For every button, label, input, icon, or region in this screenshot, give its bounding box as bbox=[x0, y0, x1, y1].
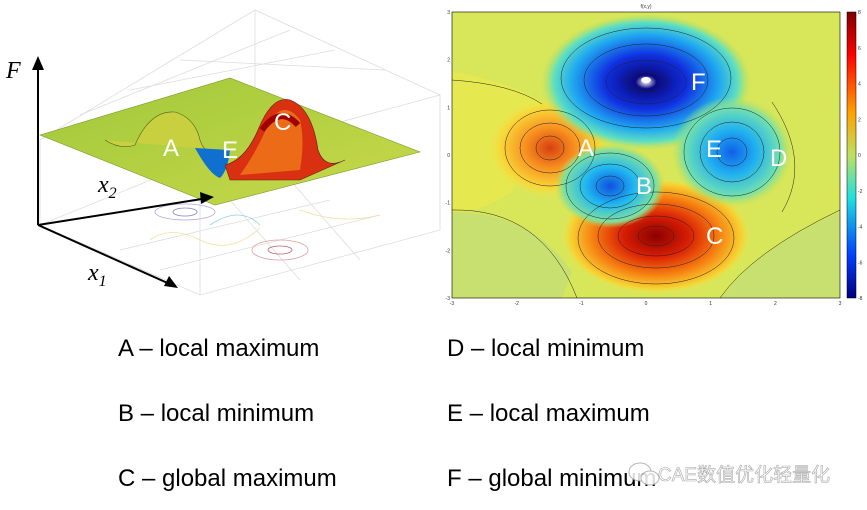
x-tick-label: -3 bbox=[450, 301, 455, 307]
x-tick-label: -1 bbox=[579, 301, 584, 307]
grid bbox=[119, 179, 381, 281]
legend-item: E – local maximum bbox=[447, 400, 650, 427]
y-tick-label: 1 bbox=[447, 105, 450, 111]
colorbar-tick-label: 8 bbox=[858, 10, 861, 16]
y-tick-label: -3 bbox=[446, 296, 451, 302]
x-tick-label: 1 bbox=[709, 301, 712, 307]
legend-item: F – global minimum bbox=[447, 465, 656, 492]
projected-contour bbox=[154, 203, 216, 221]
axis-label: F bbox=[5, 58, 21, 84]
arrow bbox=[32, 56, 44, 70]
colorbar-tick-label: -4 bbox=[858, 225, 863, 231]
legend-item: A – local maximum bbox=[118, 335, 319, 362]
field-region bbox=[452, 212, 572, 298]
point-label: A bbox=[163, 135, 179, 162]
contour-lines bbox=[452, 27, 840, 298]
axis-label-sub: 1 bbox=[99, 273, 107, 290]
contour-title: f(x,y) bbox=[640, 4, 651, 10]
min-marker bbox=[641, 77, 651, 83]
peak-c-top bbox=[259, 113, 301, 132]
y-tick-label: 0 bbox=[447, 153, 450, 159]
x-axis bbox=[37, 224, 173, 286]
colorbar-tick-label: -8 bbox=[858, 296, 863, 302]
projected-contour bbox=[149, 209, 381, 246]
blob-e bbox=[672, 97, 792, 207]
arrow bbox=[200, 192, 214, 204]
colorbar-tick-label: 6 bbox=[858, 46, 861, 52]
point-label: A bbox=[578, 135, 594, 162]
point-label: E bbox=[706, 136, 722, 163]
legend-item: D – local minimum bbox=[447, 335, 644, 362]
colorbar-tick-label: 2 bbox=[858, 117, 861, 123]
contour-frame bbox=[451, 11, 841, 299]
surface-plane bbox=[39, 77, 421, 206]
colorbar-tick-label: -6 bbox=[858, 260, 863, 266]
point-label: C bbox=[706, 223, 723, 250]
y-axis bbox=[37, 197, 209, 226]
axis-label-base: x bbox=[97, 172, 109, 198]
point-label: E bbox=[222, 137, 238, 164]
surface bbox=[39, 77, 421, 206]
projected-contour bbox=[172, 207, 198, 217]
watermark: CAE数值优化轻量化 bbox=[628, 462, 830, 486]
projected-contour bbox=[251, 239, 309, 261]
peak-c-shade bbox=[240, 110, 303, 175]
colorbar-tick-label: -2 bbox=[858, 189, 863, 195]
field-region bbox=[722, 212, 840, 298]
projected-contour bbox=[209, 214, 261, 226]
x-tick-label: -2 bbox=[514, 301, 519, 307]
y-tick-label: 2 bbox=[447, 58, 450, 64]
watermark-icon bbox=[640, 470, 660, 486]
well-b bbox=[195, 148, 230, 178]
point-label: F bbox=[691, 69, 706, 96]
colorbar-tick-label: 4 bbox=[858, 82, 861, 88]
y-tick-label: -2 bbox=[446, 248, 451, 254]
legend-item: B – local minimum bbox=[118, 400, 314, 427]
axis-label-sub: 2 bbox=[109, 185, 117, 202]
projected-contour bbox=[267, 245, 293, 255]
colorbar-tick-label: 0 bbox=[858, 153, 861, 159]
peak-a bbox=[104, 111, 216, 152]
point-label: D bbox=[770, 145, 787, 172]
contour-area bbox=[452, 12, 840, 298]
watermark-text: CAE数值优化轻量化 bbox=[658, 464, 830, 486]
y-tick-label: -1 bbox=[446, 201, 451, 207]
x-tick-label: 0 bbox=[645, 301, 648, 307]
point-label: C bbox=[274, 109, 291, 136]
axes-3d bbox=[32, 56, 214, 288]
legend-item: C – global maximum bbox=[118, 465, 337, 492]
x-tick-label: 3 bbox=[839, 301, 842, 307]
axis-label: x2 bbox=[97, 172, 117, 202]
y-tick-label: 3 bbox=[447, 10, 450, 16]
axis-label-base: x bbox=[87, 260, 99, 286]
blob-b bbox=[555, 144, 665, 228]
arrow bbox=[164, 276, 178, 288]
point-label: B bbox=[636, 173, 652, 200]
colorbar bbox=[846, 11, 857, 299]
x-tick-label: 2 bbox=[774, 301, 777, 307]
axis-label: x1 bbox=[87, 260, 107, 290]
